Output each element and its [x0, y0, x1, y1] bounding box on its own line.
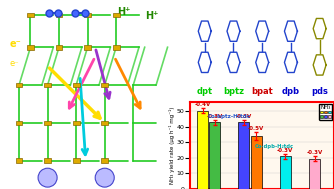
Bar — [250, 136, 262, 189]
Text: bptz: bptz — [223, 87, 244, 96]
Bar — [16, 121, 22, 125]
Bar — [101, 83, 108, 87]
Text: Co-bptz-H₂tdc: Co-bptz-H₂tdc — [208, 114, 251, 119]
Bar — [84, 13, 91, 17]
Bar — [84, 45, 91, 50]
Text: NH₃: NH₃ — [40, 174, 55, 180]
Text: H⁺: H⁺ — [146, 11, 159, 21]
Text: -0.5V: -0.5V — [248, 126, 264, 131]
Text: dpt: dpt — [197, 87, 213, 96]
Bar — [55, 13, 62, 17]
Text: -0.3V: -0.3V — [306, 150, 323, 155]
Bar — [113, 13, 120, 17]
Text: H⁺: H⁺ — [117, 7, 131, 17]
Bar — [209, 122, 220, 189]
Bar — [16, 83, 22, 87]
Bar — [27, 13, 34, 17]
Text: bpat: bpat — [251, 87, 273, 96]
Y-axis label: NH₃ yield rate (μg h⁻¹ mg⁻¹): NH₃ yield rate (μg h⁻¹ mg⁻¹) — [169, 107, 175, 184]
Text: pds: pds — [311, 87, 328, 96]
Bar — [73, 158, 79, 163]
Legend: , , , , , : , , , , , — [319, 104, 332, 120]
Text: -0.3V: -0.3V — [207, 114, 223, 119]
Bar — [309, 159, 320, 189]
Bar — [44, 121, 51, 125]
Text: -0.3V: -0.3V — [236, 114, 252, 119]
Bar — [27, 45, 34, 50]
Bar — [101, 158, 108, 163]
Text: Co-dpb-H₂tdc: Co-dpb-H₂tdc — [255, 144, 294, 149]
Text: -0.3V: -0.3V — [277, 148, 294, 153]
Bar — [73, 121, 79, 125]
Bar — [73, 83, 79, 87]
Bar — [44, 158, 51, 163]
Text: -0.4V: -0.4V — [194, 102, 211, 107]
Bar — [101, 121, 108, 125]
Bar — [280, 156, 291, 189]
Bar — [238, 122, 249, 189]
Circle shape — [95, 168, 114, 187]
Text: NH₃: NH₃ — [97, 174, 112, 180]
Bar — [113, 45, 120, 50]
Bar — [16, 158, 22, 163]
Bar — [197, 111, 208, 189]
Bar — [44, 83, 51, 87]
Text: dpb: dpb — [282, 87, 300, 96]
Circle shape — [38, 168, 57, 187]
Bar — [55, 45, 62, 50]
Text: e⁻: e⁻ — [9, 59, 19, 68]
Text: e⁻: e⁻ — [9, 39, 21, 49]
